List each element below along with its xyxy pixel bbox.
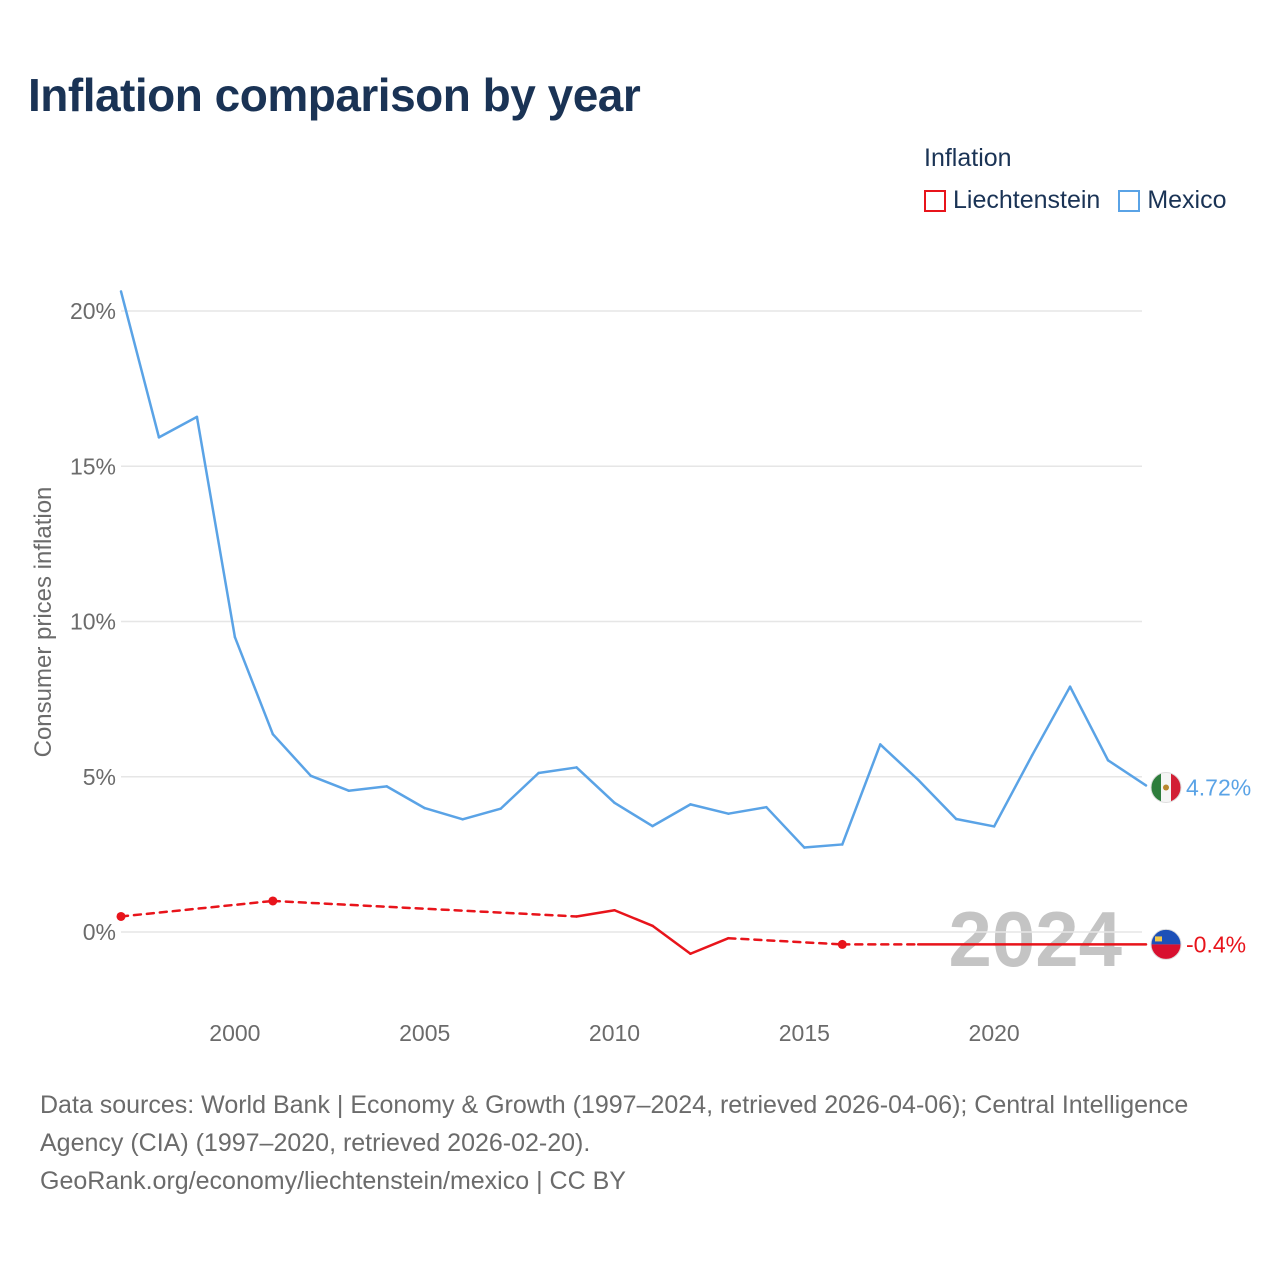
series-segment-mexico — [271, 732, 313, 778]
series-segment-mexico — [461, 807, 502, 821]
series-segment-liechtenstein — [271, 899, 578, 918]
series-segment-liechtenstein — [651, 924, 692, 955]
series-segment-mexico — [954, 817, 996, 828]
footer: Data sources: World Bank | Economy & Gro… — [40, 1086, 1240, 1200]
y-tick-label: 0% — [83, 919, 116, 945]
flag-stripe — [1171, 772, 1181, 803]
series-segment-mexico — [613, 801, 654, 828]
y-tick-label: 20% — [70, 298, 116, 324]
legend-item-liechtenstein[interactable]: Liechtenstein — [924, 186, 1100, 215]
flag-stripe — [1151, 772, 1161, 803]
end-value-label-liechtenstein: -0.4% — [1186, 931, 1246, 957]
series-segment-mexico — [689, 803, 730, 815]
x-tick-label: 2020 — [969, 1020, 1020, 1046]
series-segment-liechtenstein — [727, 936, 844, 946]
y-tick-label: 15% — [70, 453, 116, 479]
x-tick-label: 2010 — [589, 1020, 640, 1046]
legend-label-mexico: Mexico — [1147, 186, 1227, 214]
series-segment-mexico — [195, 415, 237, 639]
x-tick-label: 2000 — [209, 1020, 260, 1046]
y-tick-label: 10% — [70, 609, 116, 635]
series-segment-mexico — [537, 766, 578, 775]
series-segment-mexico — [1068, 685, 1110, 762]
inflation-line-chart: 2024 0% 5% 10% 15% 20% 2000 2005 2010 2015 2020 Con… — [30, 290, 1251, 1046]
legend: Liechtenstein Mexico — [924, 186, 1227, 215]
flag-stripe — [1151, 944, 1181, 960]
series-segment-mexico — [157, 415, 199, 439]
mexico-flag — [1151, 772, 1181, 803]
year-watermark: 2024 — [948, 895, 1122, 983]
data-point-liechtenstein — [116, 911, 126, 921]
y-axis-label: Consumer prices inflation — [30, 487, 57, 758]
liechtenstein-flag — [1151, 929, 1181, 960]
data-point-liechtenstein — [837, 939, 847, 949]
series-segment-liechtenstein — [119, 899, 275, 918]
series-segment-mexico — [916, 778, 958, 821]
legend-label-liechtenstein: Liechtenstein — [953, 186, 1101, 214]
page-title: Inflation comparison by year — [28, 69, 641, 121]
series-segment-mexico — [803, 843, 844, 849]
series-segment-mexico — [575, 766, 616, 805]
series-segment-mexico — [423, 806, 464, 821]
series-segment-mexico — [1030, 685, 1072, 757]
series-segment-mexico — [727, 805, 768, 815]
series-segment-mexico — [233, 635, 275, 736]
flag-ring-liechtenstein — [1150, 928, 1182, 960]
series-segment-liechtenstein — [613, 909, 654, 928]
data-point-liechtenstein — [268, 896, 278, 906]
credit-text[interactable]: GeoRank.org/economy/liechtenstein/mexico… — [40, 1167, 626, 1195]
series-segment-mexico — [651, 803, 692, 828]
series-segment-mexico — [499, 771, 540, 810]
series-segment-mexico — [385, 785, 426, 810]
series-segment-mexico — [765, 805, 806, 849]
series-segment-mexico — [119, 290, 161, 439]
legend-swatch-liechtenstein — [924, 189, 946, 212]
flag-ring-mexico — [1150, 771, 1182, 803]
y-tick-label: 5% — [83, 764, 116, 790]
series-segment-mexico — [992, 754, 1034, 828]
legend-item-mexico[interactable]: Mexico — [1118, 186, 1227, 215]
flag-emblem — [1163, 784, 1169, 791]
series-segment-mexico — [309, 774, 351, 792]
series-segment-mexico — [1106, 759, 1148, 787]
flag-emblem — [1155, 936, 1162, 942]
series-segment-mexico — [841, 743, 882, 846]
x-tick-label: 2015 — [779, 1020, 830, 1046]
legend-title: Inflation — [924, 144, 1012, 172]
end-value-label-mexico: 4.72% — [1186, 774, 1251, 800]
x-tick-label: 2005 — [399, 1020, 450, 1046]
data-sources-text: Data sources: World Bank | Economy & Gro… — [40, 1091, 1189, 1157]
series-segment-liechtenstein — [689, 936, 730, 955]
series-segment-liechtenstein — [575, 909, 616, 918]
series-segment-mexico — [879, 743, 920, 782]
legend-swatch-mexico — [1118, 189, 1141, 212]
series-segment-mexico — [347, 785, 388, 792]
